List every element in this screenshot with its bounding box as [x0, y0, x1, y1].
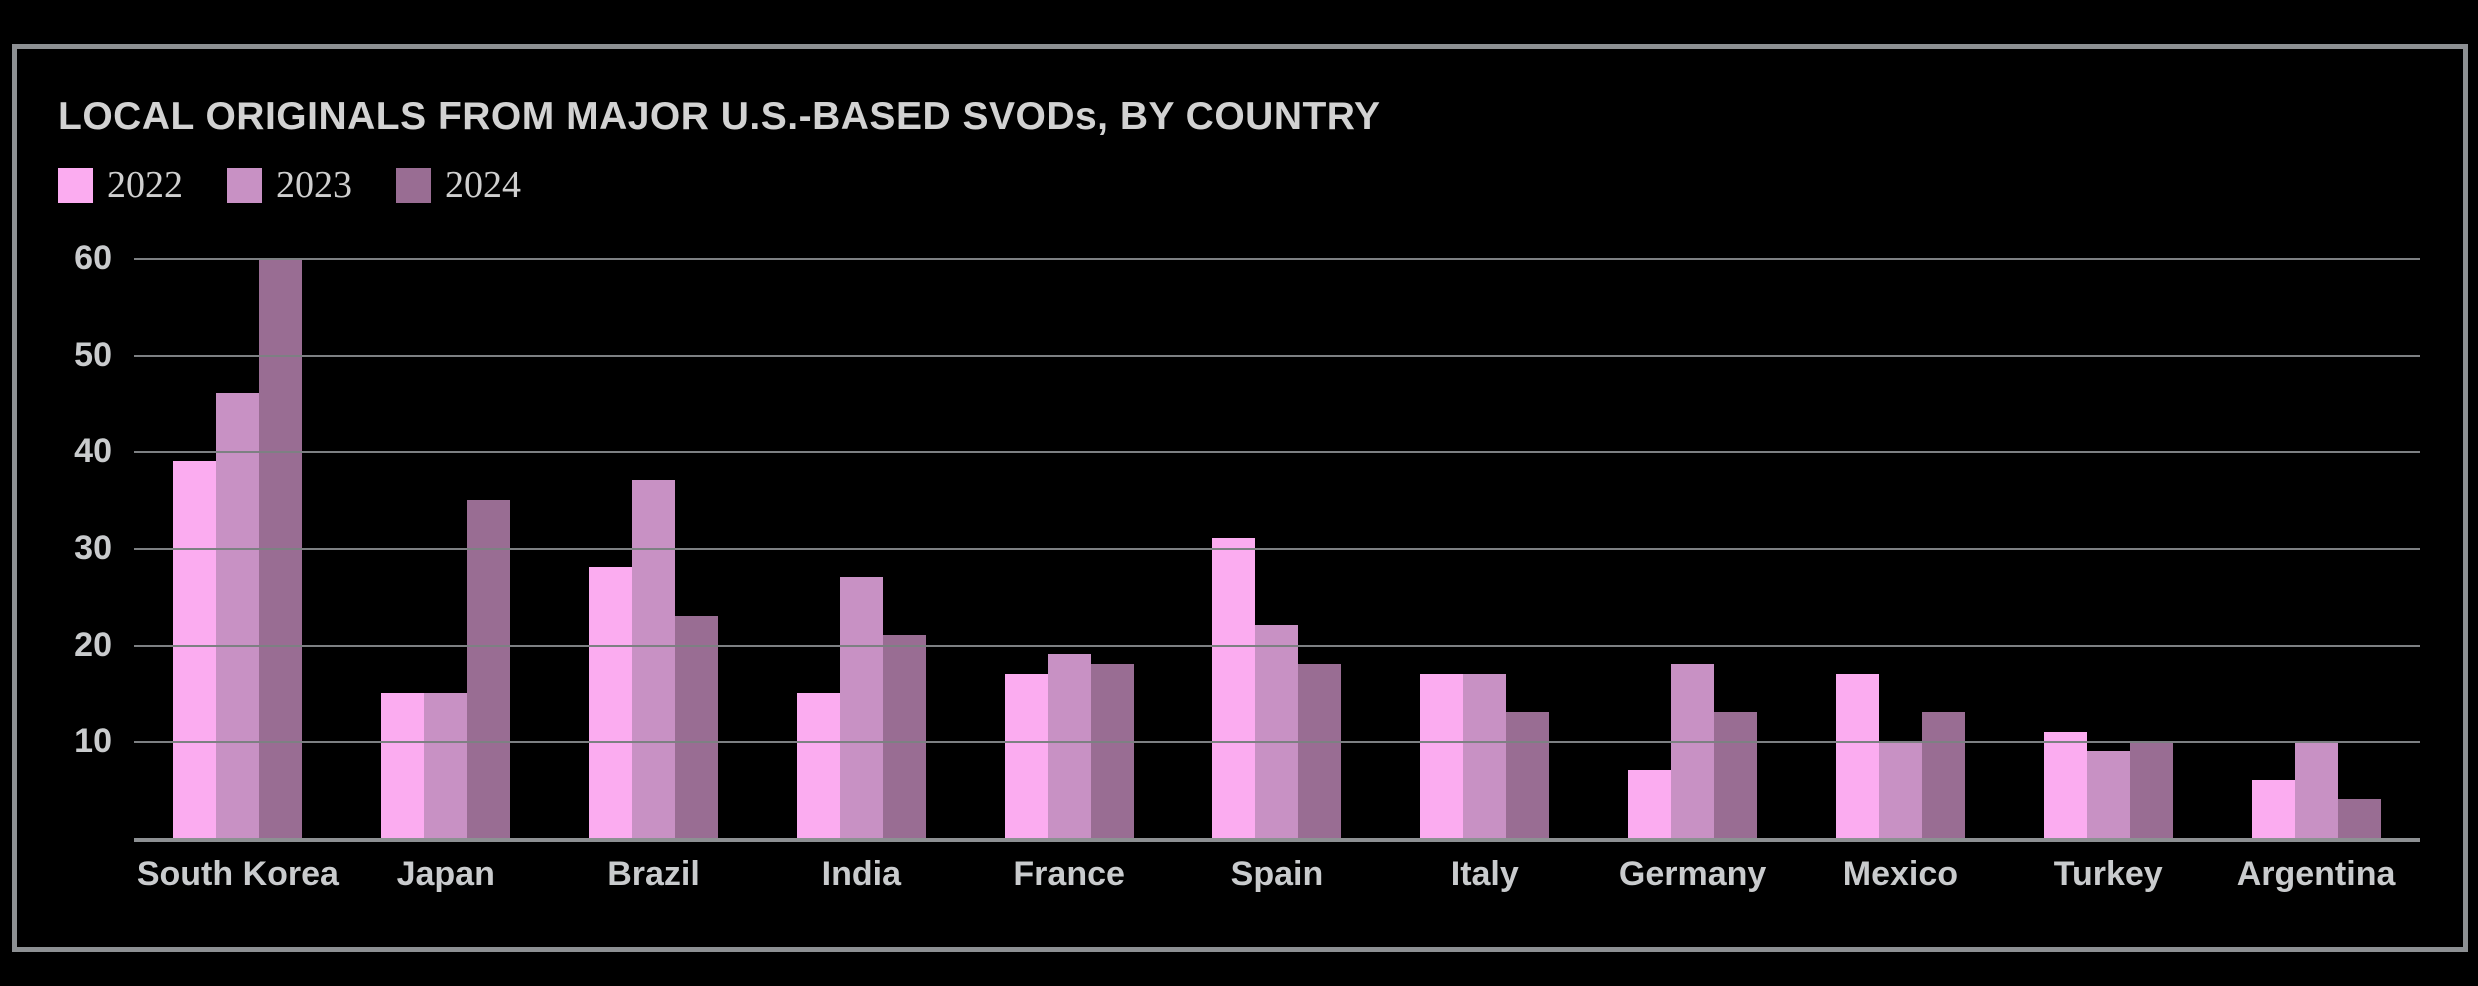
x-axis-label: Mexico	[1842, 855, 1959, 893]
bar-group	[1173, 258, 1381, 838]
bar-2024	[882, 635, 926, 838]
legend-swatch-2024	[396, 168, 431, 203]
bar-group	[965, 258, 1173, 838]
bar-group	[1797, 258, 2005, 838]
x-axis-label: Japan	[396, 855, 495, 893]
x-axis-label: South Korea	[136, 855, 339, 893]
gridline-50	[134, 354, 2420, 357]
bar-2022	[1420, 673, 1464, 838]
bar-group	[2212, 258, 2420, 838]
bar-2022	[2251, 780, 2295, 838]
bar-group	[757, 258, 965, 838]
bar-2023	[2294, 741, 2338, 838]
bar-2023	[1047, 654, 1091, 838]
chart-title: LOCAL ORIGINALS FROM MAJOR U.S.-BASED SV…	[58, 95, 1381, 138]
bar-2023	[1878, 741, 1922, 838]
bar-2022	[796, 693, 840, 838]
bar-2023	[1463, 673, 1507, 838]
bar-2024	[1506, 712, 1550, 838]
bar-2022	[381, 693, 425, 838]
bar-2022	[2043, 731, 2087, 838]
bar-2023	[632, 480, 676, 838]
bar-2024	[1714, 712, 1758, 838]
y-axis-label: 20	[74, 625, 112, 664]
y-axis-label: 30	[74, 529, 112, 567]
bar-2023	[839, 577, 883, 838]
legend: 2022 2023 2024	[58, 164, 565, 206]
x-axis-line	[134, 838, 2420, 842]
plot-area: 60 50 40 30 20 10	[74, 239, 2420, 842]
bar-2024	[1298, 664, 1342, 838]
bar-2024	[675, 615, 719, 838]
bar-2024	[467, 499, 511, 838]
bar-2022	[1628, 770, 1672, 838]
x-axis-label: France	[1013, 855, 1125, 893]
bar-2022	[1835, 673, 1879, 838]
bar-2022	[1212, 538, 1256, 838]
bar-2023	[1671, 664, 1715, 838]
bar-2023	[424, 693, 468, 838]
y-axis-label: 50	[74, 335, 112, 374]
x-axis-label: Brazil	[607, 855, 700, 893]
bar-2022	[589, 567, 633, 838]
bar-2024	[2337, 799, 2381, 838]
legend-item-2023: 2023	[227, 164, 352, 206]
legend-item-2022: 2022	[58, 164, 183, 206]
bar-2024	[2129, 741, 2173, 838]
bar-2023	[216, 393, 260, 838]
x-axis-labels: South Korea Japan Brazil India France Spain It…	[134, 855, 2420, 894]
legend-label: 2024	[445, 164, 521, 206]
x-axis-label: Turkey	[2053, 855, 2163, 893]
bar-group	[2004, 258, 2212, 838]
legend-label: 2022	[107, 164, 183, 206]
y-axis-label: 60	[74, 239, 112, 277]
gridline-40	[134, 451, 2420, 454]
gridline-20	[134, 644, 2420, 647]
chart-frame: LOCAL ORIGINALS FROM MAJOR U.S.-BASED SV…	[12, 44, 2468, 952]
gridline-10	[134, 741, 2420, 744]
bar-group	[1589, 258, 1797, 838]
gridline-30	[134, 548, 2420, 550]
y-axis-label: 10	[74, 722, 112, 761]
bar-2022	[173, 461, 217, 838]
x-axis-label: Germany	[1618, 855, 1767, 893]
bar-2024	[1921, 712, 1965, 838]
x-axis-label: India	[821, 855, 902, 893]
bar-2023	[1255, 625, 1299, 838]
bar-groups-layer	[134, 258, 2420, 838]
y-axis-label: 40	[74, 432, 112, 471]
legend-label: 2023	[276, 164, 352, 206]
gridline-60	[134, 258, 2420, 260]
bar-2022	[1004, 673, 1048, 838]
bar-group	[342, 258, 550, 838]
x-axis-label: Spain	[1230, 855, 1324, 893]
x-axis-label: Italy	[1450, 855, 1519, 893]
legend-swatch-2022	[58, 168, 93, 203]
bar-2023	[2086, 751, 2130, 838]
bar-group	[550, 258, 758, 838]
bar-2024	[1090, 664, 1134, 838]
x-axis-label: Argentina	[2236, 855, 2396, 893]
legend-item-2024: 2024	[396, 164, 521, 206]
bar-group	[1381, 258, 1589, 838]
legend-swatch-2023	[227, 168, 262, 203]
